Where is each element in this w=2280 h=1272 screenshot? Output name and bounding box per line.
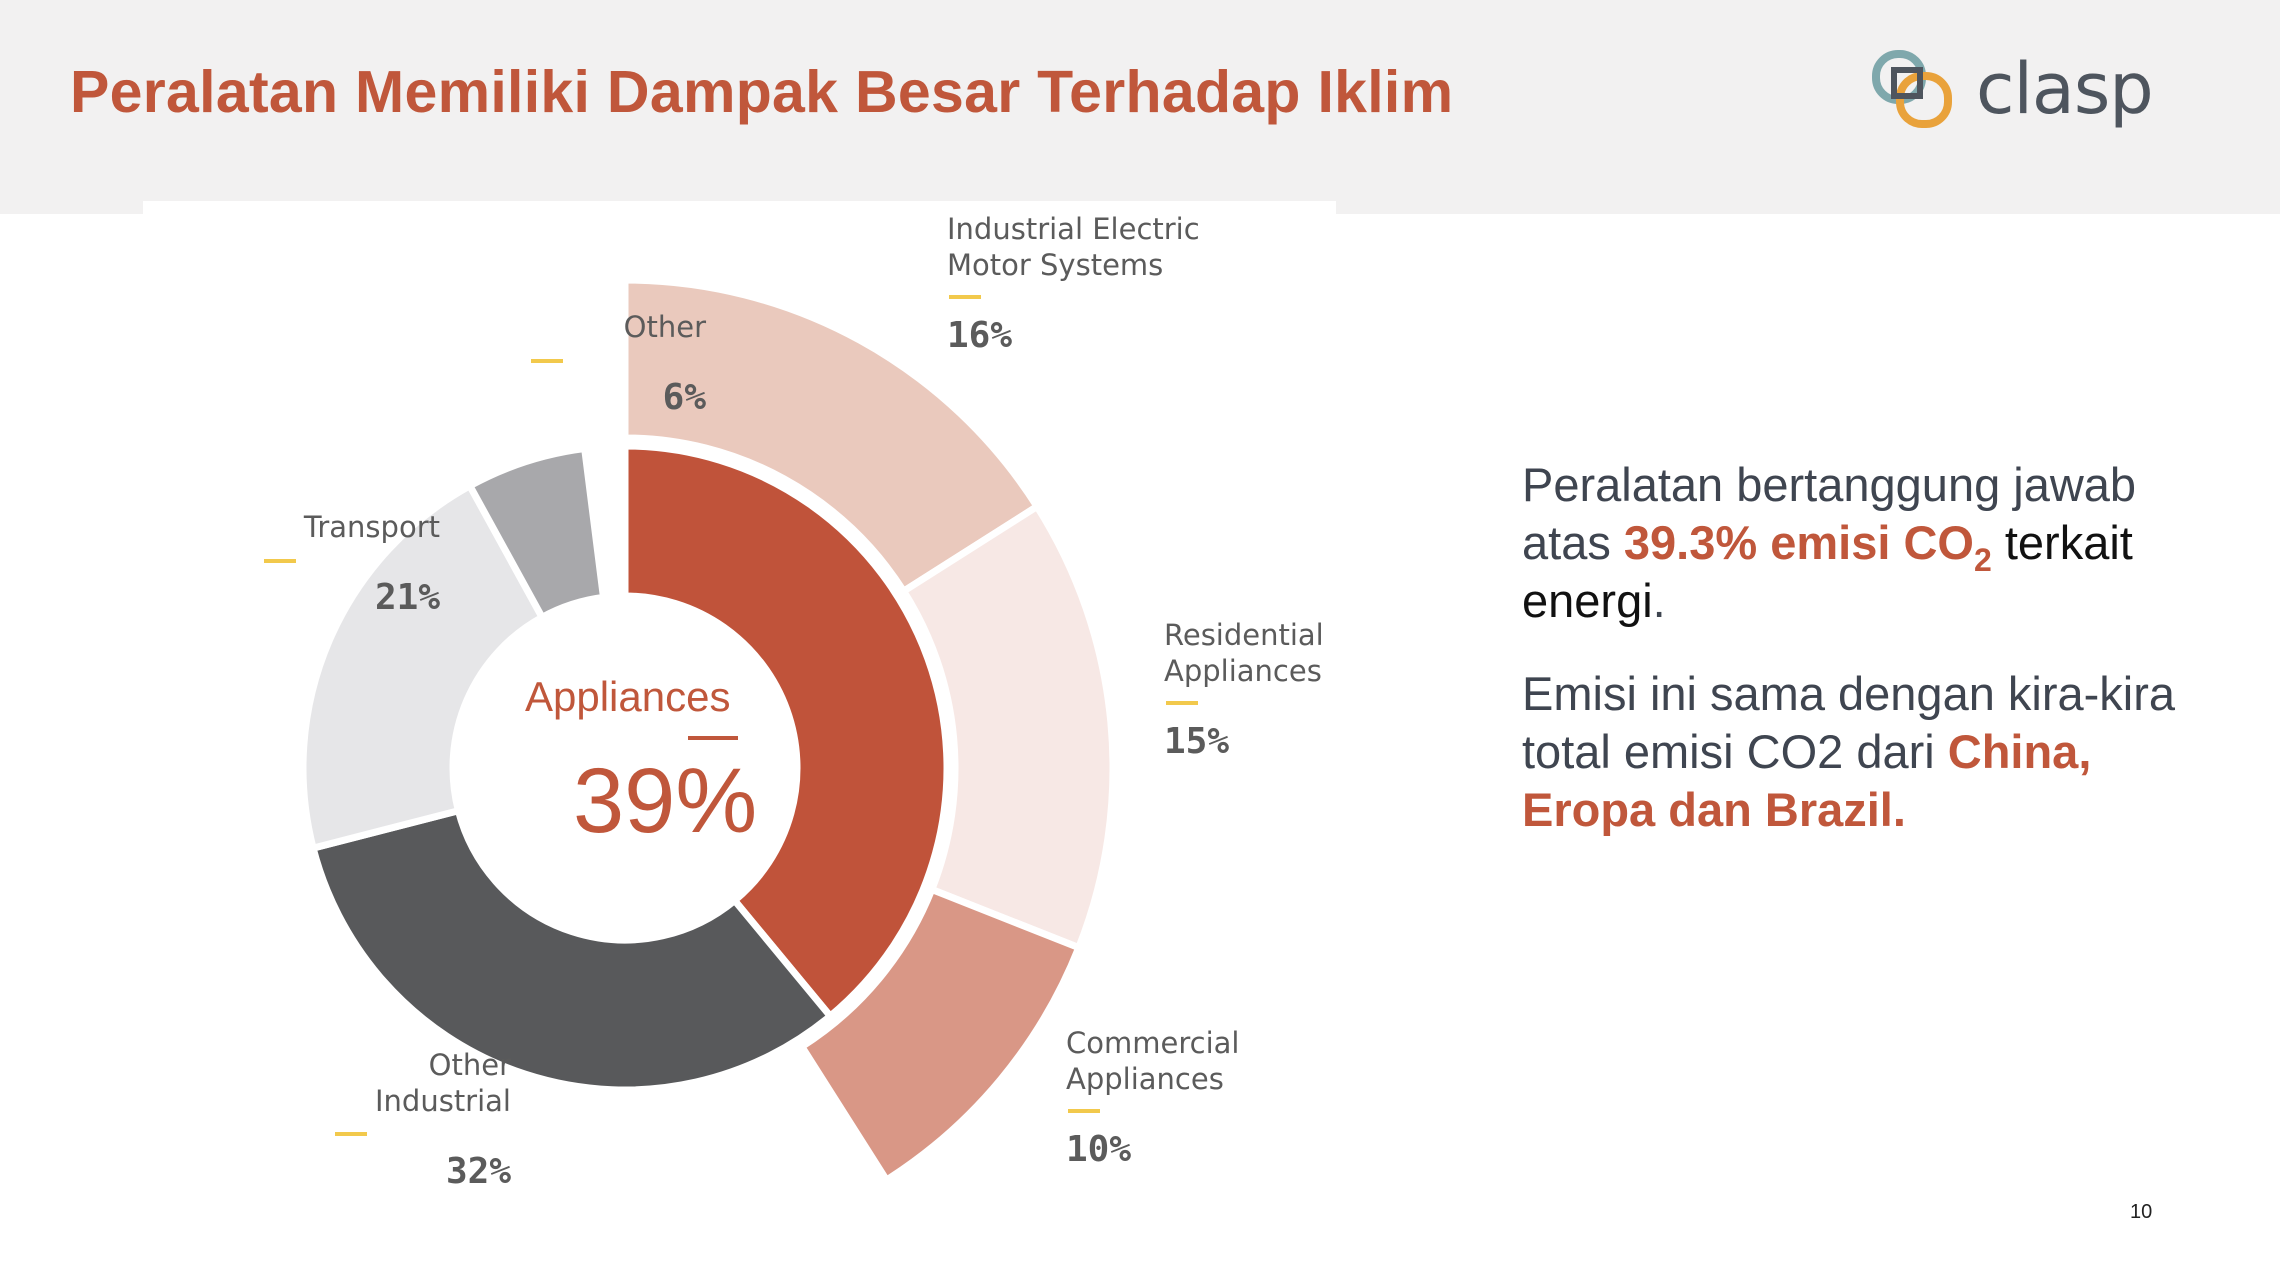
label-other-name: Other — [623, 310, 706, 344]
label-other-industrial-line1: Other — [428, 1048, 511, 1082]
center-value: 39% — [573, 750, 758, 852]
center-dash — [688, 736, 738, 740]
label-commercial-value: 10% — [1066, 1129, 1132, 1170]
label-commercial-line1: Commercial — [1066, 1026, 1240, 1060]
p2-text-a: Emisi ini sama dengan kira-kira total em… — [1522, 667, 2176, 778]
center-label: Appliances — [525, 673, 731, 720]
label-other-industrial-value: 32% — [445, 1151, 511, 1192]
slice-commercial-appliances-outer — [796, 884, 1084, 1185]
slice-appliances — [621, 442, 951, 1022]
label-residential-dash — [1166, 701, 1198, 705]
p1-text-d: . — [1652, 574, 1666, 627]
donut-chart — [299, 276, 1117, 1185]
label-other-industrial-line2: Industrial — [374, 1084, 511, 1118]
label-residential-line1: Residential — [1164, 618, 1324, 652]
p1-highlight-subscript: 2 — [1973, 542, 1992, 578]
p1-highlight-text: 39.3% emisi CO — [1623, 516, 1974, 569]
page-number: 10 — [2130, 1201, 2153, 1223]
label-other-dash — [531, 359, 563, 363]
label-industrial-motors-dash — [949, 295, 981, 299]
slice-industrial-electric-motor-systems-outer — [621, 276, 1042, 597]
slice-other-industrial — [308, 806, 836, 1094]
side-text-paragraph-2: Emisi ini sama dengan kira-kira total em… — [1522, 665, 2222, 839]
label-industrial-motors-value: 16% — [947, 315, 1013, 356]
label-other-value: 6% — [662, 377, 706, 418]
label-transport-dash — [264, 559, 296, 563]
label-residential-value: 15% — [1164, 721, 1230, 762]
clasp-logo-icon — [1872, 50, 1952, 128]
slice-transport — [299, 481, 547, 853]
label-industrial-motors-line2: Motor Systems — [947, 248, 1164, 282]
p2-highlight: China, Eropa dan Brazil. — [1522, 725, 2092, 836]
label-transport-name: Transport — [303, 510, 440, 544]
clasp-logo-text: clasp — [1976, 48, 2154, 130]
side-text: Peralatan bertanggung jawab atas 39.3% e… — [1522, 456, 2222, 839]
slice-other — [465, 444, 608, 623]
label-commercial-dash — [1068, 1109, 1100, 1113]
label-commercial-line2: Appliances — [1066, 1062, 1224, 1096]
side-text-paragraph-1: Peralatan bertanggung jawab atas 39.3% e… — [1522, 456, 2222, 630]
chart-panel: Other 6% Transport 21% Other Industrial … — [143, 201, 1336, 1241]
label-other-industrial-dash — [335, 1132, 367, 1136]
clasp-logo: clasp — [1872, 48, 2172, 148]
p1-text-c: terkait energi — [1522, 516, 2133, 627]
label-residential-line2: Appliances — [1164, 654, 1322, 688]
p1-highlight: 39.3% emisi CO2 — [1623, 516, 1992, 576]
slide-title: Peralatan Memiliki Dampak Besar Terhadap… — [70, 59, 1454, 125]
label-transport-value: 21% — [374, 577, 440, 618]
p1-text-a: Peralatan bertanggung jawab atas — [1522, 458, 2137, 569]
label-industrial-motors-line1: Industrial Electric — [947, 212, 1200, 246]
